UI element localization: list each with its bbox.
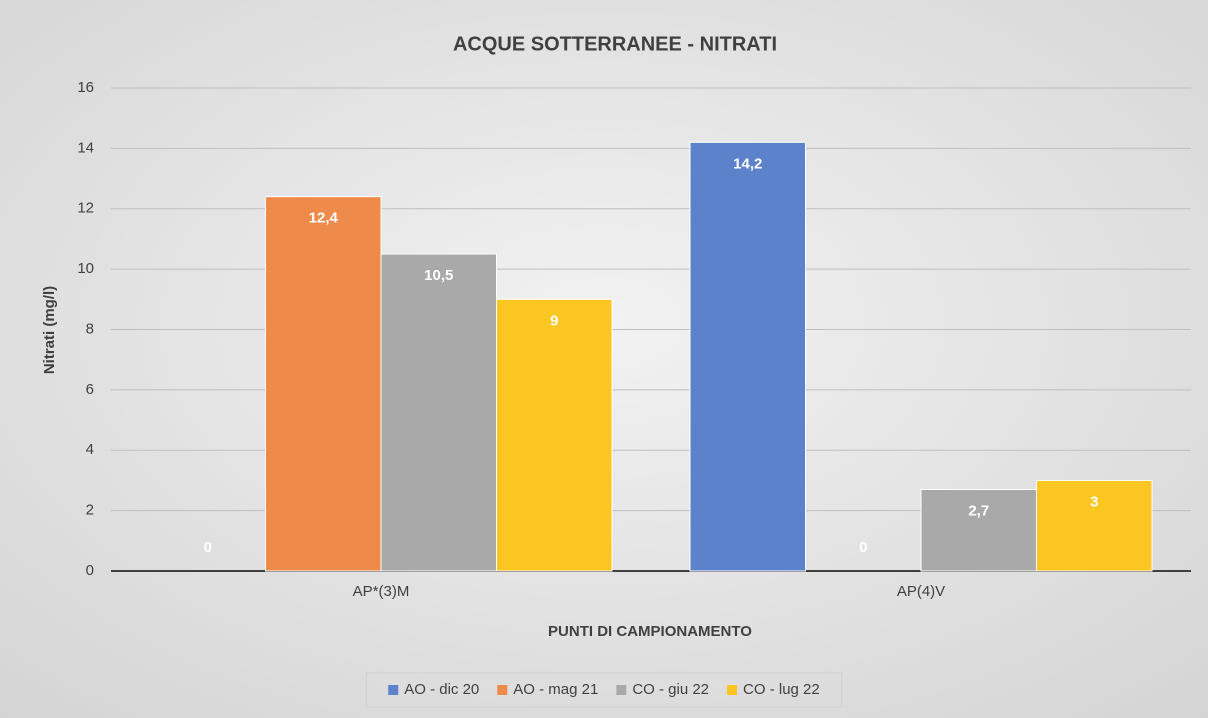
data-label: 12,4	[309, 210, 339, 227]
y-axis-title: Nitrati (mg/l)	[41, 286, 58, 374]
bar	[496, 298, 613, 572]
y-tick-label: 0	[86, 562, 94, 579]
legend-swatch	[727, 685, 738, 695]
y-tick-label: 16	[77, 79, 94, 96]
legend-label: CO - lug 22	[743, 681, 820, 698]
legend-swatch	[497, 685, 508, 695]
y-tick-label: 14	[77, 139, 94, 156]
legend-swatch	[388, 685, 399, 695]
data-label: 14,2	[733, 155, 762, 172]
bar	[1036, 479, 1153, 572]
legend	[365, 672, 843, 708]
y-tick-label: 6	[86, 381, 94, 398]
data-label: 9	[550, 312, 558, 329]
data-label: 0	[204, 539, 212, 556]
y-tick-label: 8	[86, 320, 94, 337]
data-label: 3	[1090, 493, 1098, 510]
chart-title: ACQUE SOTTERRANEE - NITRATI	[453, 33, 777, 55]
bar	[689, 141, 806, 572]
data-label: 0	[859, 539, 867, 556]
legend-label: AO - mag 21	[513, 681, 598, 698]
bar	[265, 196, 382, 572]
x-tick-label: AP*(3)M	[353, 583, 410, 600]
bar	[380, 253, 497, 572]
bar	[920, 488, 1037, 572]
legend-label: AO - dic 20	[404, 681, 479, 698]
y-tick-label: 12	[77, 200, 94, 217]
y-tick-label: 2	[86, 502, 94, 519]
y-tick-label: 10	[77, 260, 94, 277]
data-label: 10,5	[424, 267, 453, 284]
legend-swatch	[616, 685, 627, 695]
y-tick-label: 4	[86, 441, 94, 458]
legend-label: CO - giu 22	[632, 681, 709, 698]
data-label: 2,7	[968, 502, 989, 519]
x-tick-label: AP(4)V	[897, 583, 945, 600]
x-axis-title: PUNTI DI CAMPIONAMENTO	[548, 623, 752, 640]
